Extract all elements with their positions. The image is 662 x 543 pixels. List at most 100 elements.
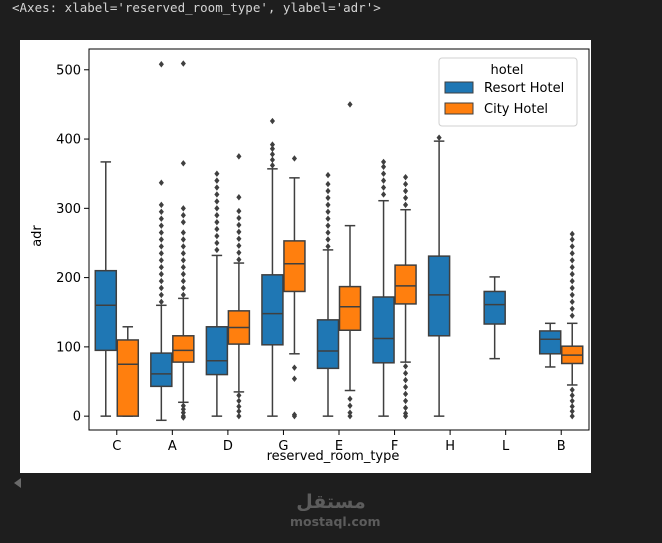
outlier	[291, 375, 298, 382]
x-tick-label: D	[223, 439, 233, 454]
outlier	[402, 404, 409, 412]
outlier	[569, 386, 575, 394]
box-iqr	[150, 352, 173, 388]
outlier	[569, 291, 575, 299]
outlier	[325, 236, 331, 243]
outlier	[291, 364, 298, 371]
scroll-left-arrow[interactable]	[14, 478, 21, 488]
y-tick-label: 500	[56, 63, 81, 78]
outlier	[325, 187, 331, 195]
outlier	[325, 222, 331, 229]
outlier	[180, 250, 186, 257]
box-resort-hotel-L	[483, 276, 506, 360]
box-iqr	[372, 296, 395, 364]
legend-label-resort-hotel: Resort Hotel	[484, 81, 564, 96]
outlier	[347, 101, 353, 108]
outlier	[214, 232, 220, 240]
box-resort-hotel-C	[94, 161, 118, 417]
outlier	[180, 402, 186, 409]
outlier	[236, 256, 242, 263]
outlier	[569, 230, 575, 238]
outlier	[158, 250, 164, 257]
box-city-hotel-F	[394, 173, 417, 420]
outlier	[402, 180, 409, 188]
outlier	[180, 414, 186, 421]
outlier	[347, 402, 353, 409]
x-tick-label: L	[502, 439, 510, 454]
outlier	[158, 284, 164, 292]
outlier	[236, 194, 242, 201]
outlier	[236, 249, 242, 256]
x-tick-label: G	[278, 439, 288, 454]
outlier	[325, 180, 331, 188]
outlier	[180, 270, 186, 278]
box-iqr	[283, 240, 306, 293]
outlier	[325, 171, 331, 179]
outlier	[269, 162, 276, 169]
outlier	[402, 376, 409, 384]
outlier	[402, 397, 409, 405]
outlier	[214, 177, 220, 184]
axes-layer: 0 100 200 300 400 500 C A D G E F H L B	[56, 48, 590, 454]
outlier	[236, 408, 242, 415]
outlier	[569, 408, 575, 415]
outlier	[180, 257, 186, 264]
outlier	[158, 270, 164, 278]
outlier	[214, 218, 220, 226]
box-iqr	[261, 274, 284, 346]
outlier	[325, 215, 331, 222]
outlier	[214, 225, 220, 233]
outlier	[569, 243, 575, 250]
legend-swatch-resort-hotel	[444, 81, 474, 94]
outlier	[380, 170, 387, 177]
outlier	[402, 173, 409, 181]
outlier	[214, 184, 220, 191]
outlier	[236, 153, 242, 160]
outlier	[569, 312, 575, 319]
y-tick-label: 0	[73, 410, 81, 425]
outlier	[347, 412, 353, 420]
outlier	[347, 395, 353, 403]
outlier	[269, 141, 276, 148]
outlier	[180, 243, 186, 250]
box-resort-hotel-E	[316, 171, 340, 417]
outlier	[569, 277, 575, 285]
x-tick-label: F	[391, 439, 398, 454]
outlier	[402, 412, 409, 420]
outlier	[158, 291, 164, 299]
x-tick-label: H	[445, 439, 455, 454]
outlier	[291, 155, 298, 162]
outlier	[214, 212, 220, 219]
outlier	[569, 284, 575, 292]
outlier	[569, 250, 575, 257]
box-iqr	[172, 335, 195, 363]
outlier	[236, 228, 242, 236]
outlier	[380, 163, 387, 170]
outlier	[569, 412, 575, 420]
outlier	[347, 409, 353, 416]
box-iqr	[205, 326, 229, 376]
outlier	[180, 291, 186, 299]
outlier	[236, 397, 242, 405]
outlier	[158, 208, 164, 215]
outlier	[380, 158, 387, 166]
outlier	[402, 390, 409, 398]
outlier	[569, 257, 575, 264]
outlier	[569, 298, 575, 306]
outlier	[569, 270, 575, 278]
y-tick-label: 200	[56, 271, 81, 286]
legend: hotel Resort Hotel City Hotel	[438, 57, 578, 127]
outlier	[236, 412, 242, 420]
outlier	[214, 191, 220, 198]
outlier	[436, 134, 442, 141]
y-tick-label: 300	[56, 202, 81, 217]
outlier	[180, 284, 186, 292]
legend-title: hotel	[491, 63, 524, 78]
outlier	[180, 277, 186, 285]
outlier	[180, 160, 186, 167]
outlier	[402, 369, 409, 377]
outlier	[569, 392, 575, 399]
x-axis-label: reserved_room_type	[267, 449, 400, 464]
y-axis-label: adr	[30, 225, 45, 247]
box-resort-hotel-H	[427, 134, 451, 417]
